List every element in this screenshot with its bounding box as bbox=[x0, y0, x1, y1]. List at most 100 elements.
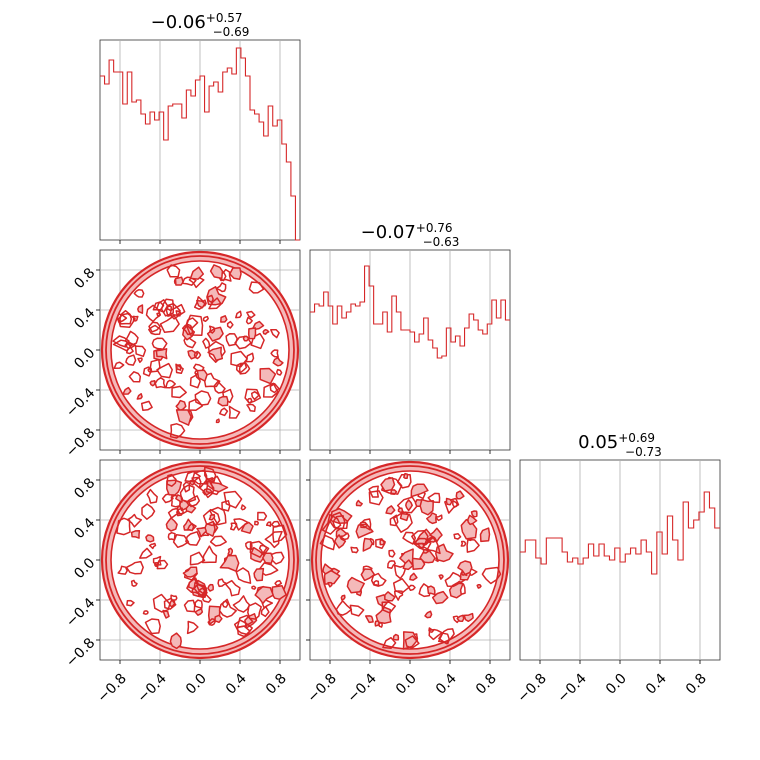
density-contour bbox=[438, 628, 455, 645]
density-contour bbox=[221, 600, 229, 608]
density-contour bbox=[479, 527, 491, 543]
density-contour bbox=[105, 465, 295, 655]
density-contour bbox=[169, 423, 186, 439]
density-contour bbox=[140, 400, 153, 411]
density-contour bbox=[270, 329, 280, 339]
density-contour bbox=[359, 518, 372, 531]
density-contour bbox=[249, 540, 268, 558]
density-contour bbox=[332, 514, 346, 530]
contour-layer bbox=[100, 250, 300, 450]
density-contour bbox=[166, 473, 177, 487]
density-contour bbox=[126, 513, 143, 528]
density-contour bbox=[426, 512, 437, 525]
density-contour bbox=[163, 597, 177, 610]
density-contour bbox=[165, 302, 181, 317]
density-contour bbox=[221, 500, 231, 512]
density-contour bbox=[133, 289, 145, 298]
contour-layer bbox=[310, 460, 510, 660]
density-contour bbox=[165, 379, 176, 389]
density-contour bbox=[427, 492, 441, 504]
density-contour bbox=[226, 320, 234, 329]
y-tick-label: 0.0 bbox=[71, 555, 98, 582]
density-contour bbox=[202, 508, 221, 527]
density-contour bbox=[148, 321, 161, 333]
density-contour bbox=[262, 328, 270, 335]
density-contour bbox=[258, 544, 270, 555]
density-contour bbox=[145, 304, 162, 323]
density-contour bbox=[315, 465, 505, 655]
x-tick-label: −0.8 bbox=[95, 671, 130, 706]
y-tick-label: 0.8 bbox=[71, 475, 98, 502]
density-contour bbox=[247, 327, 257, 340]
density-contour bbox=[220, 315, 228, 323]
density-contour bbox=[182, 481, 191, 493]
density-contour bbox=[382, 636, 397, 650]
density-contour bbox=[418, 583, 432, 598]
density-contour bbox=[128, 371, 142, 383]
density-contour bbox=[481, 566, 502, 585]
density-contour bbox=[215, 418, 220, 424]
x-tick-label: 0.8 bbox=[263, 671, 290, 698]
density-contour bbox=[208, 513, 216, 521]
density-contour bbox=[182, 324, 196, 341]
density-contour bbox=[174, 276, 184, 286]
density-contour bbox=[155, 299, 169, 313]
density-contour bbox=[112, 335, 130, 348]
density-contour bbox=[126, 346, 134, 355]
density-contour bbox=[404, 635, 420, 649]
density-contour bbox=[253, 567, 265, 582]
density-contour bbox=[117, 565, 128, 575]
density-contour bbox=[166, 264, 181, 278]
density-contour bbox=[456, 614, 465, 622]
panel-r1-c0 bbox=[96, 249, 301, 454]
density-contour bbox=[194, 608, 204, 616]
density-contour bbox=[186, 577, 207, 597]
density-contour bbox=[176, 507, 184, 517]
density-contour bbox=[165, 517, 178, 532]
density-contour bbox=[373, 580, 380, 587]
density-contour bbox=[185, 531, 201, 546]
density-contour bbox=[207, 346, 224, 362]
density-contour bbox=[193, 350, 202, 360]
density-contour bbox=[438, 574, 444, 580]
density-contour bbox=[374, 620, 380, 627]
density-contour bbox=[467, 514, 478, 526]
density-contour bbox=[233, 518, 249, 531]
panel-r1-c1 bbox=[309, 249, 511, 454]
panel-title-2: 0.05+0.69 −0.73 bbox=[578, 431, 662, 459]
density-contour bbox=[189, 266, 205, 280]
density-contour bbox=[319, 534, 336, 551]
density-contour bbox=[244, 388, 262, 404]
density-contour bbox=[225, 333, 238, 347]
density-contour bbox=[217, 395, 229, 407]
density-contour bbox=[368, 490, 384, 506]
x-tick-label: 0.4 bbox=[643, 671, 670, 698]
density-contour bbox=[187, 495, 201, 508]
density-contour bbox=[219, 554, 240, 572]
density-contour bbox=[368, 485, 379, 498]
density-contour bbox=[181, 323, 194, 336]
density-contour bbox=[476, 583, 482, 589]
density-contour bbox=[172, 533, 190, 549]
density-contour bbox=[148, 542, 157, 550]
density-contour bbox=[206, 294, 214, 304]
density-contour bbox=[196, 369, 208, 382]
density-contour bbox=[327, 581, 333, 588]
density-contour bbox=[142, 610, 149, 615]
density-contour bbox=[246, 403, 256, 413]
density-contour bbox=[269, 382, 280, 394]
density-contour bbox=[350, 546, 359, 554]
x-tick-label: 0.4 bbox=[223, 671, 250, 698]
density-contour bbox=[154, 376, 166, 389]
density-contour bbox=[152, 555, 162, 566]
histogram-0 bbox=[100, 47, 300, 241]
density-contour bbox=[189, 551, 206, 566]
density-contour bbox=[262, 552, 274, 564]
density-contour bbox=[235, 567, 252, 584]
x-tick-label: 0.0 bbox=[393, 671, 420, 698]
density-contour bbox=[155, 348, 168, 360]
density-contour bbox=[445, 497, 453, 506]
density-contour bbox=[217, 578, 228, 588]
density-contour bbox=[125, 354, 137, 366]
density-contour bbox=[142, 366, 152, 377]
